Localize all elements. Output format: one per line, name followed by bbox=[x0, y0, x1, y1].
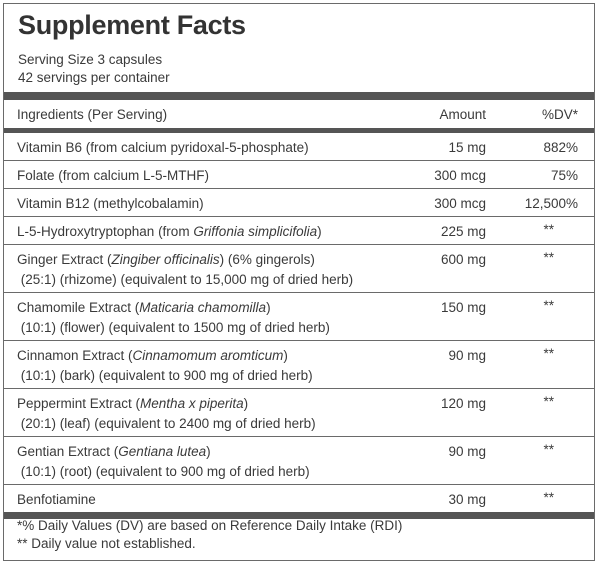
daily-value: ** bbox=[543, 250, 554, 265]
ingredient-text: Cinnamon Extract ( bbox=[17, 348, 133, 363]
daily-value: ** bbox=[543, 490, 554, 505]
ingredient-detail: (10:1) (flower) (equivalent to 1500 mg o… bbox=[17, 320, 330, 335]
ingredient-detail: (10:1) (root) (equivalent to 900 mg of d… bbox=[17, 464, 310, 479]
botanical-name: Zingiber officinalis bbox=[111, 252, 220, 267]
table-row: L-5-Hydroxytryptophan (from Griffonia si… bbox=[4, 217, 594, 245]
amount: 225 mg bbox=[440, 224, 486, 239]
ingredient-text: ) (6% gingerols) bbox=[219, 252, 315, 267]
daily-value: ** bbox=[543, 298, 554, 313]
ingredient-text: ) bbox=[266, 300, 271, 315]
ingredient-text: ) bbox=[317, 224, 322, 239]
ingredient-name: Folate (from calcium L-5-MTHF) bbox=[17, 166, 209, 186]
ingredient-detail: (25:1) (rhizome) (equivalent to 15,000 m… bbox=[17, 272, 354, 287]
ingredient-text: Chamomile Extract ( bbox=[17, 300, 140, 315]
ingredient-name: Peppermint Extract (Mentha x piperita) (… bbox=[17, 394, 316, 434]
amount: 30 mg bbox=[448, 492, 486, 507]
ingredient-text: Benfotiamine bbox=[17, 492, 96, 507]
panel-title: Supplement Facts bbox=[18, 10, 246, 40]
botanical-name: Mentha x piperita bbox=[140, 396, 244, 411]
daily-value: ** bbox=[543, 346, 554, 361]
botanical-name: Maticaria chamomilla bbox=[139, 300, 267, 315]
daily-value: 12,500% bbox=[524, 196, 578, 211]
header-ingredients: Ingredients (Per Serving) bbox=[17, 107, 168, 122]
ingredient-text: Vitamin B12 (methylcobalamin) bbox=[17, 196, 204, 211]
table-row: Ginger Extract (Zingiber officinalis) (6… bbox=[4, 245, 594, 293]
amount: 300 mcg bbox=[434, 196, 486, 211]
table-header: Ingredients (Per Serving) Amount %DV* bbox=[4, 100, 594, 128]
amount: 300 mcg bbox=[434, 168, 486, 183]
ingredient-text: L-5-Hydroxytryptophan (from bbox=[17, 224, 194, 239]
ingredient-text: Ginger Extract ( bbox=[17, 252, 112, 267]
botanical-name: Cinnamomum aromticum bbox=[132, 348, 284, 363]
daily-value: 882% bbox=[543, 140, 578, 155]
amount: 90 mg bbox=[448, 444, 486, 459]
daily-value: ** bbox=[543, 222, 554, 237]
botanical-name: Griffonia simplicifolia bbox=[193, 224, 318, 239]
amount: 120 mg bbox=[440, 396, 486, 411]
ingredient-text: Peppermint Extract ( bbox=[17, 396, 141, 411]
ingredient-text: Gentian Extract ( bbox=[17, 444, 119, 459]
daily-value: 75% bbox=[550, 168, 578, 183]
ingredient-text: Folate (from calcium L-5-MTHF) bbox=[17, 168, 210, 183]
header-dv: %DV* bbox=[541, 107, 578, 122]
ingredient-text: ) bbox=[283, 348, 288, 363]
ingredient-name: L-5-Hydroxytryptophan (from Griffonia si… bbox=[17, 222, 322, 242]
table-row: Peppermint Extract (Mentha x piperita) (… bbox=[4, 389, 594, 437]
amount: 90 mg bbox=[448, 348, 486, 363]
table-row: Vitamin B12 (methylcobalamin) 300 mcg 12,5… bbox=[4, 189, 594, 217]
ingredient-name: Vitamin B12 (methylcobalamin) bbox=[17, 194, 204, 214]
table-row: Chamomile Extract (Maticaria chamomilla)… bbox=[4, 293, 594, 341]
table-row: Gentian Extract (Gentiana lutea) (10:1) … bbox=[4, 437, 594, 485]
ingredient-name: Chamomile Extract (Maticaria chamomilla)… bbox=[17, 298, 330, 338]
amount: 150 mg bbox=[440, 300, 486, 315]
table-row: Folate (from calcium L-5-MTHF) 300 mcg 75% bbox=[4, 161, 594, 189]
table-row: Vitamin B6 (from calcium pyridoxal-5-pho… bbox=[4, 133, 594, 161]
amount: 15 mg bbox=[448, 140, 486, 155]
amount: 600 mg bbox=[440, 252, 486, 267]
divider-thick bbox=[4, 512, 594, 519]
table-row: Benfotiamine 30 mg ** bbox=[4, 485, 594, 513]
daily-value: ** bbox=[543, 394, 554, 409]
ingredient-text: Vitamin B6 (from calcium pyridoxal-5-pho… bbox=[17, 140, 309, 155]
ingredient-name: Gentian Extract (Gentiana lutea) (10:1) … bbox=[17, 442, 310, 482]
ingredient-detail: (10:1) (bark) (equivalent to 900 mg of d… bbox=[17, 368, 313, 383]
header-amount: Amount bbox=[439, 107, 486, 122]
ingredient-name: Vitamin B6 (from calcium pyridoxal-5-pho… bbox=[17, 138, 309, 158]
serving-size: Serving Size 3 capsules bbox=[18, 52, 163, 67]
divider-thick bbox=[4, 128, 594, 133]
ingredient-name: Ginger Extract (Zingiber officinalis) (6… bbox=[17, 250, 353, 290]
footnote-not-established: ** Daily value not established. bbox=[17, 536, 196, 551]
ingredient-name: Benfotiamine bbox=[17, 490, 96, 510]
botanical-name: Gentiana lutea bbox=[118, 444, 207, 459]
ingredient-text: ) bbox=[206, 444, 211, 459]
ingredient-detail: (20:1) (leaf) (equivalent to 2400 mg of … bbox=[17, 416, 316, 431]
ingredient-name: Cinnamon Extract (Cinnamomum aromticum) … bbox=[17, 346, 313, 386]
divider-thick bbox=[4, 92, 594, 100]
footnote-dv: *% Daily Values (DV) are based on Refere… bbox=[17, 518, 403, 533]
table-row: Cinnamon Extract (Cinnamomum aromticum) … bbox=[4, 341, 594, 389]
supplement-facts-panel: Supplement Facts Serving Size 3 capsules… bbox=[3, 3, 595, 561]
daily-value: ** bbox=[543, 442, 554, 457]
ingredient-text: ) bbox=[243, 396, 249, 411]
servings-per-container: 42 servings per container bbox=[18, 70, 170, 85]
